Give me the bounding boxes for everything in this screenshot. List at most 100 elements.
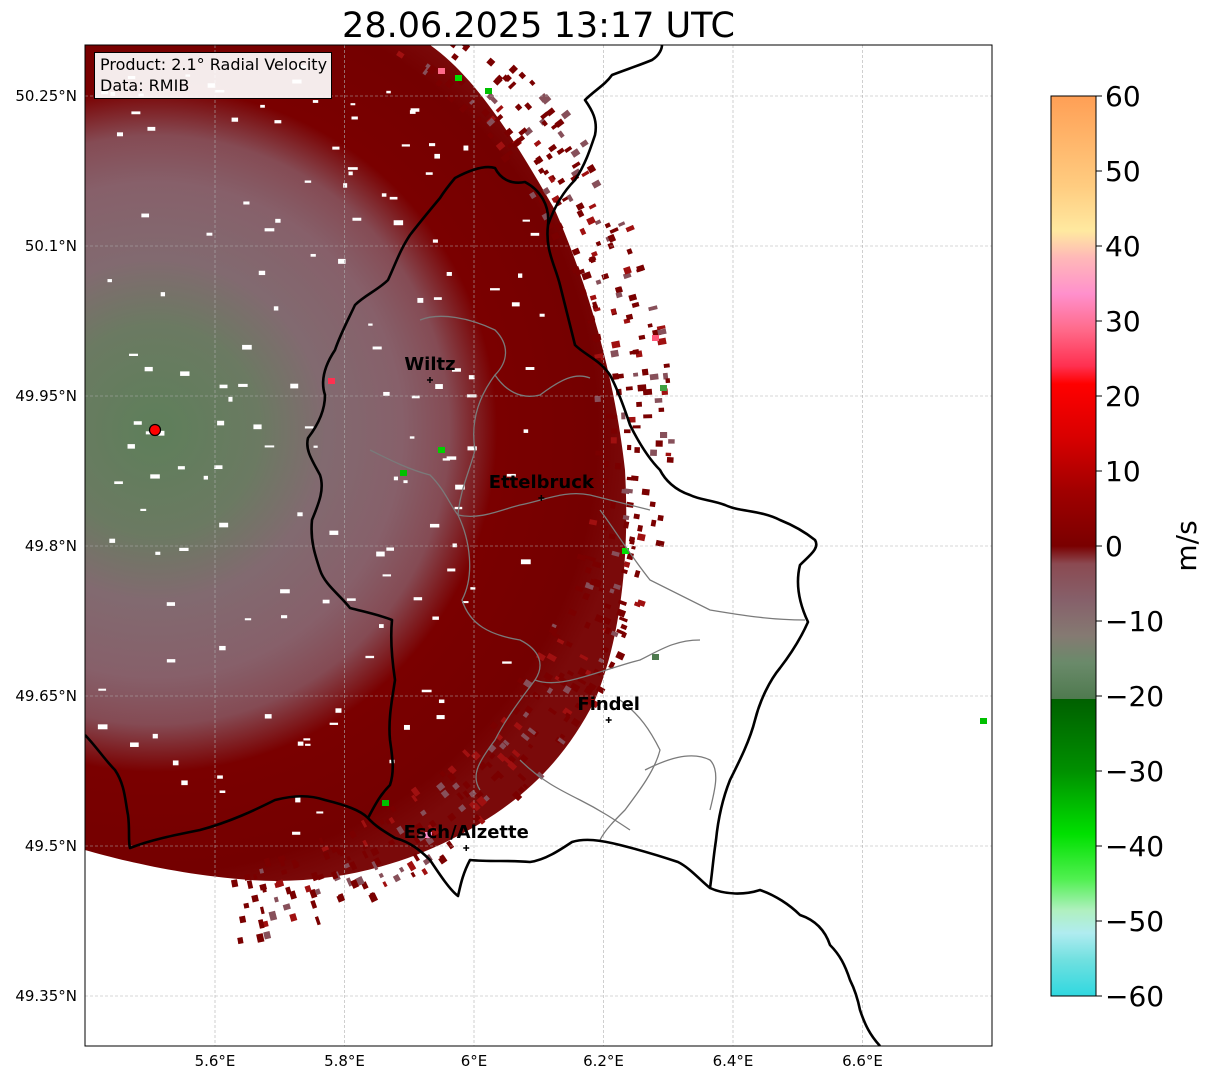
speckle xyxy=(617,221,626,227)
data-gap xyxy=(343,183,348,188)
data-gap xyxy=(511,302,520,307)
speckle xyxy=(570,168,581,178)
speckle xyxy=(560,109,572,120)
speckle xyxy=(657,337,667,346)
speckle xyxy=(414,822,424,833)
data-gap xyxy=(403,480,408,484)
speckle xyxy=(388,816,395,824)
data-gap xyxy=(260,104,265,108)
speckle xyxy=(541,120,548,127)
speckle xyxy=(337,893,345,901)
speckle xyxy=(621,488,630,495)
speckle xyxy=(258,919,265,929)
data-gap xyxy=(217,420,225,426)
lat-tick-label: 49.65°N xyxy=(15,687,77,705)
data-gap xyxy=(290,383,299,389)
speckle xyxy=(622,514,630,521)
speckle xyxy=(556,147,565,156)
speckle xyxy=(594,337,601,343)
lon-tick-label: 6°E xyxy=(461,1052,488,1070)
speckle xyxy=(570,717,581,728)
speckle xyxy=(243,902,250,909)
speckle xyxy=(355,876,365,886)
noise-pixel-2 xyxy=(438,68,445,74)
speckle xyxy=(558,675,565,683)
speckle xyxy=(657,514,664,522)
lat-tick-label: 49.35°N xyxy=(15,987,77,1005)
speckle xyxy=(591,179,602,189)
speckle xyxy=(457,77,466,86)
data-gap xyxy=(281,615,288,619)
speckle xyxy=(546,152,553,160)
speckle xyxy=(593,307,601,312)
data-gap xyxy=(244,618,252,621)
lat-tick-label: 49.5°N xyxy=(25,837,77,855)
speckle xyxy=(577,667,589,678)
speckle xyxy=(458,804,467,813)
speckle xyxy=(508,64,519,75)
speckle xyxy=(574,702,581,709)
data-gap xyxy=(312,100,319,103)
speckle xyxy=(447,765,457,775)
speckle xyxy=(516,677,525,685)
speckle xyxy=(595,279,602,285)
speckle xyxy=(594,395,601,403)
data-gap xyxy=(152,733,158,739)
speckle xyxy=(533,139,542,147)
speckle xyxy=(548,626,559,635)
data-gap xyxy=(322,599,330,604)
speckle xyxy=(490,773,500,782)
data-gap xyxy=(417,297,424,303)
speckle xyxy=(304,884,312,893)
speckle xyxy=(343,862,350,869)
speckle xyxy=(447,812,457,822)
speckle xyxy=(485,761,493,769)
data-gap xyxy=(506,473,516,477)
speckle xyxy=(517,786,525,794)
speckle xyxy=(588,519,598,526)
data-gap xyxy=(203,475,208,480)
speckle xyxy=(413,835,422,844)
speckle xyxy=(550,122,560,130)
speckle xyxy=(555,222,564,231)
data-gap xyxy=(442,458,451,461)
data-gap xyxy=(393,220,404,226)
speckle xyxy=(613,583,622,590)
speckle xyxy=(548,175,555,184)
speckle xyxy=(609,227,619,234)
speckle xyxy=(575,268,586,276)
speckle xyxy=(517,773,527,782)
speckle xyxy=(421,868,429,876)
speckle xyxy=(279,858,286,867)
data-gap xyxy=(140,508,147,512)
speckle xyxy=(410,871,416,878)
speckle xyxy=(273,896,279,903)
data-gap xyxy=(351,116,358,120)
speckle xyxy=(641,488,650,496)
data-gap xyxy=(410,108,420,112)
noise-pixel-6 xyxy=(622,548,629,554)
speckle xyxy=(263,857,272,868)
data-gap xyxy=(335,708,342,713)
speckle xyxy=(472,802,481,812)
data-gap xyxy=(219,790,226,793)
data-gap xyxy=(382,574,392,577)
speckle xyxy=(310,899,318,909)
data-gap xyxy=(413,597,423,601)
info-box: Product: 2.1° Radial Velocity Data: RMIB xyxy=(94,52,333,99)
speckle xyxy=(506,754,517,765)
speckle xyxy=(330,870,339,880)
data-gap xyxy=(446,272,452,276)
speckle xyxy=(595,450,604,456)
speckle xyxy=(658,407,665,413)
speckle xyxy=(314,916,321,926)
speckle xyxy=(535,652,546,662)
data-gap xyxy=(467,446,477,451)
colorbar-tick-label: −10 xyxy=(1105,605,1164,638)
speckle xyxy=(259,868,265,874)
speckle xyxy=(668,439,675,444)
speckle xyxy=(446,93,456,103)
speckle xyxy=(656,325,666,330)
speckle xyxy=(591,560,602,569)
speckle xyxy=(581,271,592,281)
